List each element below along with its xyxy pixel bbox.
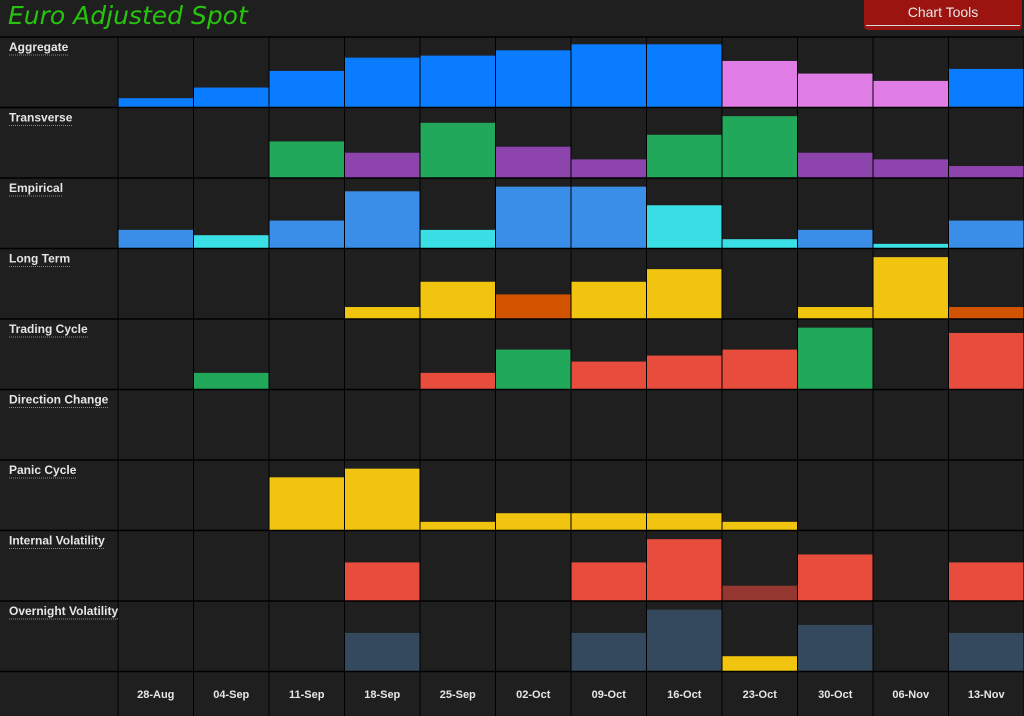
row-label: Aggregate <box>9 40 69 54</box>
x-tick-label: 23-Oct <box>743 689 778 701</box>
bar-empirical-11-Sep <box>269 220 345 249</box>
x-tick-label: 16-Oct <box>667 689 702 701</box>
bar-empirical-18-Sep <box>344 191 420 249</box>
bar-trading-cycle-30-Oct <box>797 327 873 390</box>
bar-overnight-volatility-09-Oct <box>571 632 647 672</box>
row-label: Internal Volatility <box>9 534 105 548</box>
bar-transverse-23-Oct <box>722 116 798 178</box>
bar-long-term-13-Nov <box>948 307 1024 319</box>
bar-long-term-06-Nov <box>873 257 949 319</box>
bar-empirical-13-Nov <box>948 220 1024 249</box>
bar-transverse-25-Sep <box>420 122 496 178</box>
bar-empirical-06-Nov <box>873 243 949 249</box>
x-tick-label: 28-Aug <box>137 689 174 701</box>
bar-panic-cycle-11-Sep <box>269 477 345 531</box>
bar-empirical-30-Oct <box>797 229 873 249</box>
bar-long-term-16-Oct <box>646 269 722 319</box>
bar-aggregate-09-Oct <box>571 44 647 108</box>
bar-internal-volatility-13-Nov <box>948 562 1024 601</box>
chart-tools-label: Chart Tools <box>907 4 979 20</box>
bar-internal-volatility-16-Oct <box>646 539 722 601</box>
bar-transverse-11-Sep <box>269 141 345 178</box>
bar-aggregate-25-Sep <box>420 55 496 108</box>
row-label: Transverse <box>9 111 73 125</box>
row-label: Overnight Volatility <box>9 604 118 618</box>
bar-overnight-volatility-18-Sep <box>344 632 420 672</box>
bar-panic-cycle-16-Oct <box>646 513 722 531</box>
bar-panic-cycle-23-Oct <box>722 521 798 531</box>
bar-long-term-18-Sep <box>344 307 420 319</box>
bar-transverse-30-Oct <box>797 152 873 178</box>
bar-long-term-25-Sep <box>420 281 496 319</box>
bar-aggregate-11-Sep <box>269 70 345 108</box>
bar-long-term-30-Oct <box>797 307 873 319</box>
row-label: Direction Change <box>9 393 109 407</box>
bar-overnight-volatility-30-Oct <box>797 624 873 672</box>
row-label: Panic Cycle <box>9 463 77 477</box>
bar-aggregate-02-Oct <box>495 50 571 108</box>
bar-overnight-volatility-16-Oct <box>646 609 722 672</box>
bar-trading-cycle-04-Sep <box>193 372 269 390</box>
x-tick-label: 30-Oct <box>818 689 853 701</box>
bar-aggregate-06-Nov <box>873 80 949 108</box>
x-tick-label: 02-Oct <box>516 689 551 701</box>
bar-trading-cycle-23-Oct <box>722 349 798 390</box>
bar-aggregate-04-Sep <box>193 87 269 108</box>
bar-panic-cycle-25-Sep <box>420 521 496 531</box>
bar-empirical-28-Aug <box>118 229 194 249</box>
bar-aggregate-16-Oct <box>646 44 722 108</box>
bar-panic-cycle-02-Oct <box>495 513 571 531</box>
bar-panic-cycle-18-Sep <box>344 468 420 531</box>
bar-aggregate-18-Sep <box>344 57 420 108</box>
row-label: Trading Cycle <box>9 322 88 336</box>
row-label: Empirical <box>9 181 63 195</box>
bar-transverse-16-Oct <box>646 134 722 178</box>
bar-internal-volatility-18-Sep <box>344 562 420 601</box>
x-tick-label: 11-Sep <box>289 689 325 701</box>
x-tick-label: 25-Sep <box>440 689 476 701</box>
bar-aggregate-30-Oct <box>797 73 873 108</box>
bar-overnight-volatility-23-Oct <box>722 656 798 672</box>
x-tick-label: 04-Sep <box>213 689 249 701</box>
bar-aggregate-23-Oct <box>722 60 798 108</box>
bar-panic-cycle-09-Oct <box>571 513 647 531</box>
bar-internal-volatility-30-Oct <box>797 554 873 601</box>
bar-aggregate-28-Aug <box>118 98 194 108</box>
bar-empirical-02-Oct <box>495 186 571 249</box>
bar-overnight-volatility-13-Nov <box>948 632 1024 672</box>
chart-tools-underline <box>866 25 1020 26</box>
bar-trading-cycle-16-Oct <box>646 355 722 390</box>
bar-empirical-25-Sep <box>420 229 496 249</box>
bar-internal-volatility-23-Oct <box>722 585 798 601</box>
bar-transverse-02-Oct <box>495 146 571 178</box>
row-label: Long Term <box>9 252 70 266</box>
bar-trading-cycle-09-Oct <box>571 361 647 390</box>
x-tick-label: 13-Nov <box>968 689 1006 701</box>
bar-internal-volatility-09-Oct <box>571 562 647 601</box>
bar-transverse-06-Nov <box>873 159 949 178</box>
bar-long-term-09-Oct <box>571 281 647 319</box>
bar-long-term-02-Oct <box>495 294 571 319</box>
x-tick-label: 09-Oct <box>592 689 627 701</box>
x-tick-label: 18-Sep <box>364 689 400 701</box>
page-title: Euro Adjusted Spot <box>8 1 248 30</box>
bar-trading-cycle-02-Oct <box>495 349 571 390</box>
bar-transverse-18-Sep <box>344 152 420 178</box>
chart-tools-button[interactable]: Chart Tools <box>864 0 1022 30</box>
bar-empirical-09-Oct <box>571 186 647 249</box>
bar-transverse-09-Oct <box>571 159 647 178</box>
bar-transverse-13-Nov <box>948 166 1024 178</box>
bar-trading-cycle-25-Sep <box>420 372 496 390</box>
bar-empirical-23-Oct <box>722 239 798 249</box>
bar-trading-cycle-13-Nov <box>948 332 1024 390</box>
bar-aggregate-13-Nov <box>948 68 1024 108</box>
x-tick-label: 06-Nov <box>892 689 930 701</box>
bar-empirical-16-Oct <box>646 205 722 249</box>
bar-empirical-04-Sep <box>193 235 269 249</box>
